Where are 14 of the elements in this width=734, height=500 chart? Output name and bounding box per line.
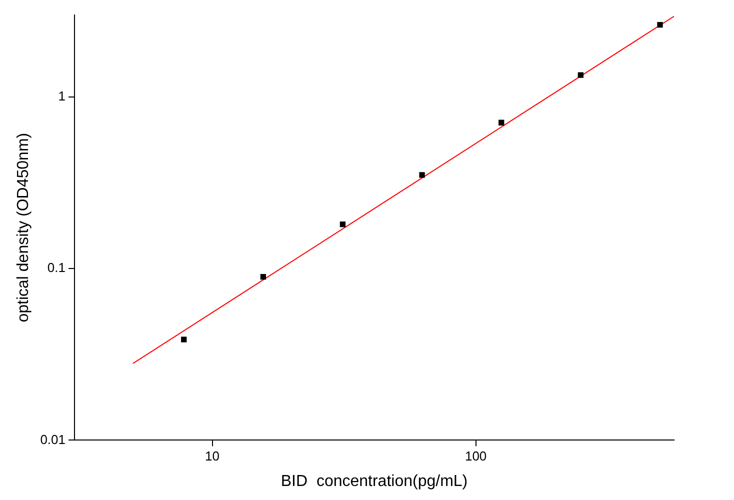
x-axis-title: BID concentration(pg/mL)	[280, 472, 468, 490]
point	[181, 336, 187, 342]
x-tick-label: 10	[205, 448, 220, 464]
y-axis-title: optical density (OD450nm)	[15, 132, 32, 322]
point	[657, 22, 663, 28]
point	[498, 120, 504, 126]
point	[260, 274, 266, 280]
point	[340, 221, 346, 228]
y-tick-label: 1	[58, 88, 66, 104]
y-tick-label: 0.01	[40, 432, 66, 447]
point	[419, 172, 425, 178]
y-tick-label: 0.1	[47, 260, 66, 276]
point	[578, 72, 584, 78]
x-tick-label: 100	[464, 448, 487, 464]
